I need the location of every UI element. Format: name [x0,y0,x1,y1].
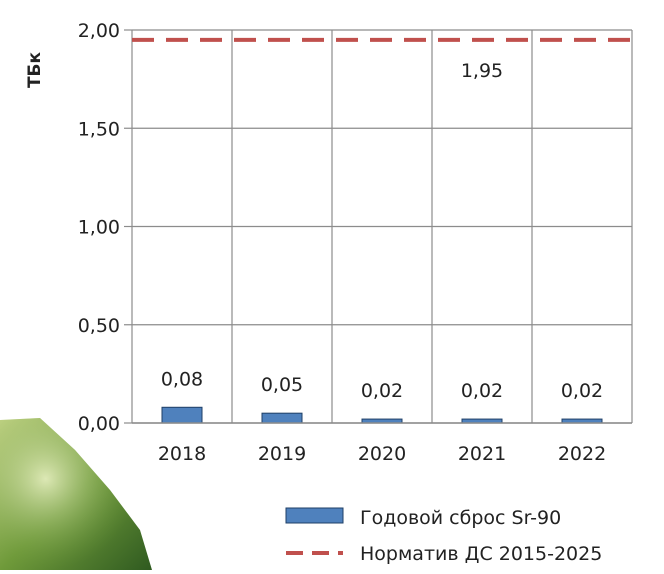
x-tick-label: 2020 [358,443,406,465]
decorative-leaf-background [0,418,152,570]
legend-label-bar: Годовой сброс Sr-90 [360,507,561,529]
y-tick-label: 0,50 [78,315,120,337]
x-tick-label: 2021 [458,443,506,465]
bar-data-label: 0,02 [361,380,403,402]
y-tick-label: 1,50 [78,118,120,140]
x-tick-label: 2022 [558,443,606,465]
y-tick-label: 1,00 [78,217,120,239]
y-tick-label: 0,00 [78,413,120,435]
legend-label-norm: Норматив ДС 2015-2025 [360,543,602,565]
bar-data-label: 0,05 [261,374,303,396]
x-tick-label: 2019 [258,443,306,465]
bar [161,406,203,424]
bar-data-label: 0,02 [561,380,603,402]
legend-swatch-bar [285,507,344,524]
x-tick-label: 2018 [158,443,206,465]
y-tick-label: 2,00 [78,20,120,42]
bar-data-label: 0,08 [161,368,203,390]
bar-data-label: 0,02 [461,380,503,402]
bar [261,412,303,424]
norm-data-label: 1,95 [461,60,503,82]
y-axis-label: ТБк [25,51,45,88]
